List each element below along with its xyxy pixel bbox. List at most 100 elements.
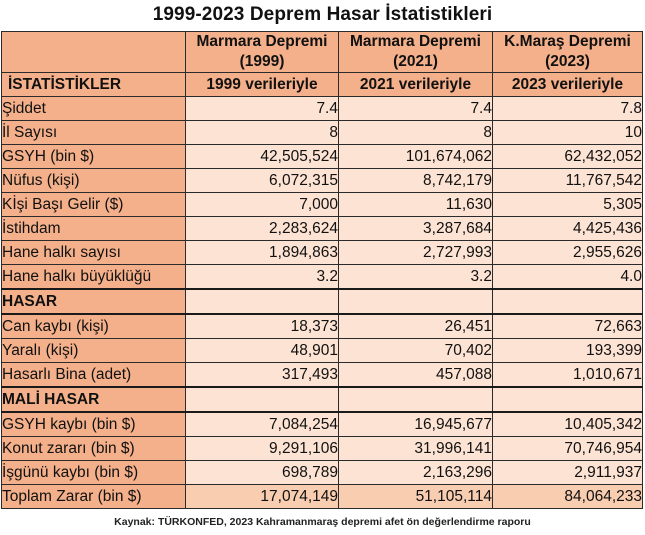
cell-value: 26,451 [338,313,493,339]
cell-value: 2,911,937 [492,460,643,485]
row-label: İşgünü kaybı (bin $) [1,460,186,485]
row-label: Toplam Zarar (bin $) [1,484,186,509]
row-label: Yaralı (kişi) [1,338,186,363]
cell-value: 62,432,052 [492,144,643,169]
cell-value: 11,767,542 [492,168,643,193]
damage-statistics-table: Marmara Depremi (1999) Marmara Depremi (… [1,31,643,509]
stats-heading-row: İSTATİSTİKLER 1999 verileriyle 2021 veri… [1,72,643,97]
cell-value: 2,727,993 [338,240,493,265]
section-row-hasar: HASAR [1,288,643,315]
table-row: GSYH (bin $) 42,505,524 101,674,062 62,4… [1,144,643,169]
page-title: 1999-2023 Deprem Hasar İstatistikleri [152,4,493,25]
column-header-kmaras-2023: K.Maraş Depremi (2023) [492,31,643,73]
table-row: Yaralı (kişi) 48,901 70,402 193,399 [1,338,643,363]
cell-value: 193,399 [492,338,643,363]
cell-value: 10,405,342 [492,411,643,437]
row-label: Hane halkı sayısı [1,240,186,265]
cell-value: 7,084,254 [185,411,339,437]
table-row: Hane halkı sayısı 1,894,863 2,727,993 2,… [1,240,643,265]
row-label: Can kaybı (kişi) [1,313,186,339]
table-row: Kİşi Başı Gelir ($) 7,000 11,630 5,305 [1,192,643,217]
row-label: Nüfus (kişi) [1,168,186,193]
column-title: Marmara Depremi [350,33,481,50]
table-row: İl Sayısı 8 8 10 [1,120,643,145]
section-heading-mali-hasar: MALİ HASAR [1,386,186,413]
row-label: GSYH (bin $) [1,144,186,169]
cell-value: 51,105,114 [338,484,493,509]
empty-cell [185,288,339,315]
row-label: İl Sayısı [1,120,186,145]
table-row: Nüfus (kişi) 6,072,315 8,742,179 11,767,… [1,168,643,193]
column-year: (2023) [545,53,590,70]
cell-value: 1,894,863 [185,240,339,265]
cell-value: 698,789 [185,460,339,485]
cell-value: 70,746,954 [492,436,643,461]
cell-value: 317,493 [185,362,339,388]
column-year: (2021) [393,53,438,70]
cell-value: 42,505,524 [185,144,339,169]
cell-value: 72,663 [492,313,643,339]
column-header-marmara-1999: Marmara Depremi (1999) [185,31,339,73]
table-row: Hane halkı büyüklüğü 3.2 3.2 4.0 [1,264,643,290]
row-label: Konut zararı (bin $) [1,436,186,461]
row-label: Hane halkı büyüklüğü [1,264,186,290]
cell-value: 5,305 [492,192,643,217]
cell-value: 3.2 [185,264,339,290]
cell-value: 7.8 [492,96,643,121]
cell-value: 4,425,436 [492,216,643,241]
cell-value: 11,630 [338,192,493,217]
cell-value: 2,283,624 [185,216,339,241]
table-row: Hasarlı Bina (adet) 317,493 457,088 1,01… [1,362,643,388]
cell-value: 70,402 [338,338,493,363]
data-basis-2021: 2021 verileriyle [338,72,493,97]
table-row: Konut zararı (bin $) 9,291,106 31,996,14… [1,436,643,461]
cell-value: 8,742,179 [338,168,493,193]
cell-value: 457,088 [338,362,493,388]
empty-cell [492,386,643,413]
empty-cell [338,386,493,413]
row-label: İstihdam [1,216,186,241]
source-caption: Kaynak: TÜRKONFED, 2023 Kahramanmaraş de… [114,516,531,528]
data-basis-2023: 2023 verileriyle [492,72,643,97]
empty-cell [338,288,493,315]
total-row: Toplam Zarar (bin $) 17,074,149 51,105,1… [1,484,643,509]
cell-value: 84,064,233 [492,484,643,509]
cell-value: 31,996,141 [338,436,493,461]
cell-value: 10 [492,120,643,145]
cell-value: 3.2 [338,264,493,290]
cell-value: 17,074,149 [185,484,339,509]
section-row-mali-hasar: MALİ HASAR [1,386,643,413]
data-basis-1999: 1999 verileriyle [185,72,339,97]
row-label: GSYH kaybı (bin $) [1,411,186,437]
table-row: GSYH kaybı (bin $) 7,084,254 16,945,677 … [1,411,643,437]
table-row: İstihdam 2,283,624 3,287,684 4,425,436 [1,216,643,241]
table-row: Şiddet 7.4 7.4 7.8 [1,96,643,121]
cell-value: 3,287,684 [338,216,493,241]
column-header-marmara-2021: Marmara Depremi (2021) [338,31,493,73]
row-label: Şiddet [1,96,186,121]
section-heading-istatistikler: İSTATİSTİKLER [1,72,186,97]
row-label: Kİşi Başı Gelir ($) [1,192,186,217]
cell-value: 2,955,626 [492,240,643,265]
cell-value: 7.4 [185,96,339,121]
cell-value: 7.4 [338,96,493,121]
cell-value: 1,010,671 [492,362,643,388]
column-title: Marmara Depremi [196,33,328,50]
column-header-row: Marmara Depremi (1999) Marmara Depremi (… [1,31,643,73]
section-heading-hasar: HASAR [1,288,186,315]
cell-value: 8 [338,120,493,145]
cell-value: 16,945,677 [338,411,493,437]
cell-value: 101,674,062 [338,144,493,169]
table-row: İşgünü kaybı (bin $) 698,789 2,163,296 2… [1,460,643,485]
cell-value: 4.0 [492,264,643,290]
cell-value: 2,163,296 [338,460,493,485]
table-row: Can kaybı (kişi) 18,373 26,451 72,663 [1,313,643,339]
cell-value: 48,901 [185,338,339,363]
cell-value: 9,291,106 [185,436,339,461]
corner-cell [1,31,186,73]
column-title: K.Maraş Depremi [504,33,631,50]
cell-value: 18,373 [185,313,339,339]
row-label: Hasarlı Bina (adet) [1,362,186,388]
column-year: (1999) [239,53,285,70]
cell-value: 7,000 [185,192,339,217]
